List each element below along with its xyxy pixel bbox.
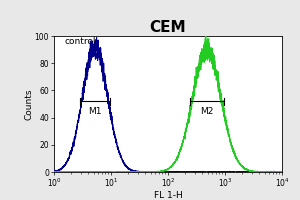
Text: M2: M2 (200, 107, 213, 116)
Y-axis label: Counts: Counts (24, 88, 33, 120)
X-axis label: FL 1-H: FL 1-H (154, 191, 182, 200)
Text: M1: M1 (88, 107, 102, 116)
Title: CEM: CEM (150, 20, 186, 35)
Text: control: control (64, 37, 96, 46)
